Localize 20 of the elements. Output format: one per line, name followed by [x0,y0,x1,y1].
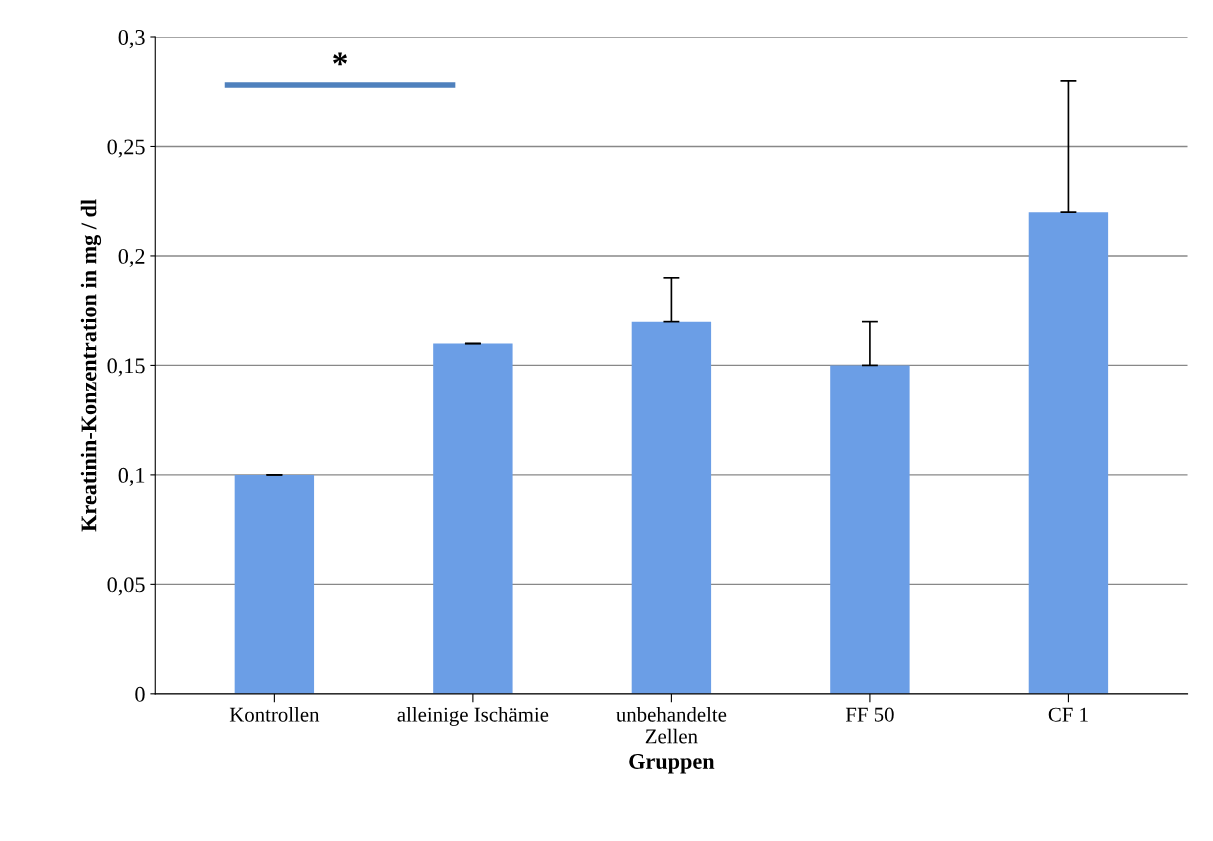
y-axis-title: Kreatinin-Konzentration in mg / dl [80,199,102,532]
bar [1028,212,1109,694]
bar [234,474,315,694]
x-tick-label: unbehandelte Zellen [616,707,727,744]
x-tick-label: Kontrollen [229,707,320,722]
y-tick-label: 0,25 [107,139,145,158]
y-tick-label: 0,3 [118,29,145,49]
bar [433,343,513,694]
y-tick-label: 0 [135,686,145,702]
bar [830,365,910,694]
y-tick-label: 0,2 [118,248,145,268]
y-tick-label: 0,1 [118,467,145,487]
x-tick-label: alleinige Ischämie [397,707,549,726]
y-tick-label: 0,05 [107,577,145,596]
x-tick-label: CF 1 [1048,707,1088,722]
annotation: * [333,52,347,66]
x-axis-title: Gruppen [629,753,715,774]
bar [631,321,712,694]
x-tick-label: FF 50 [845,707,894,722]
y-tick-label: 0,15 [107,358,145,377]
